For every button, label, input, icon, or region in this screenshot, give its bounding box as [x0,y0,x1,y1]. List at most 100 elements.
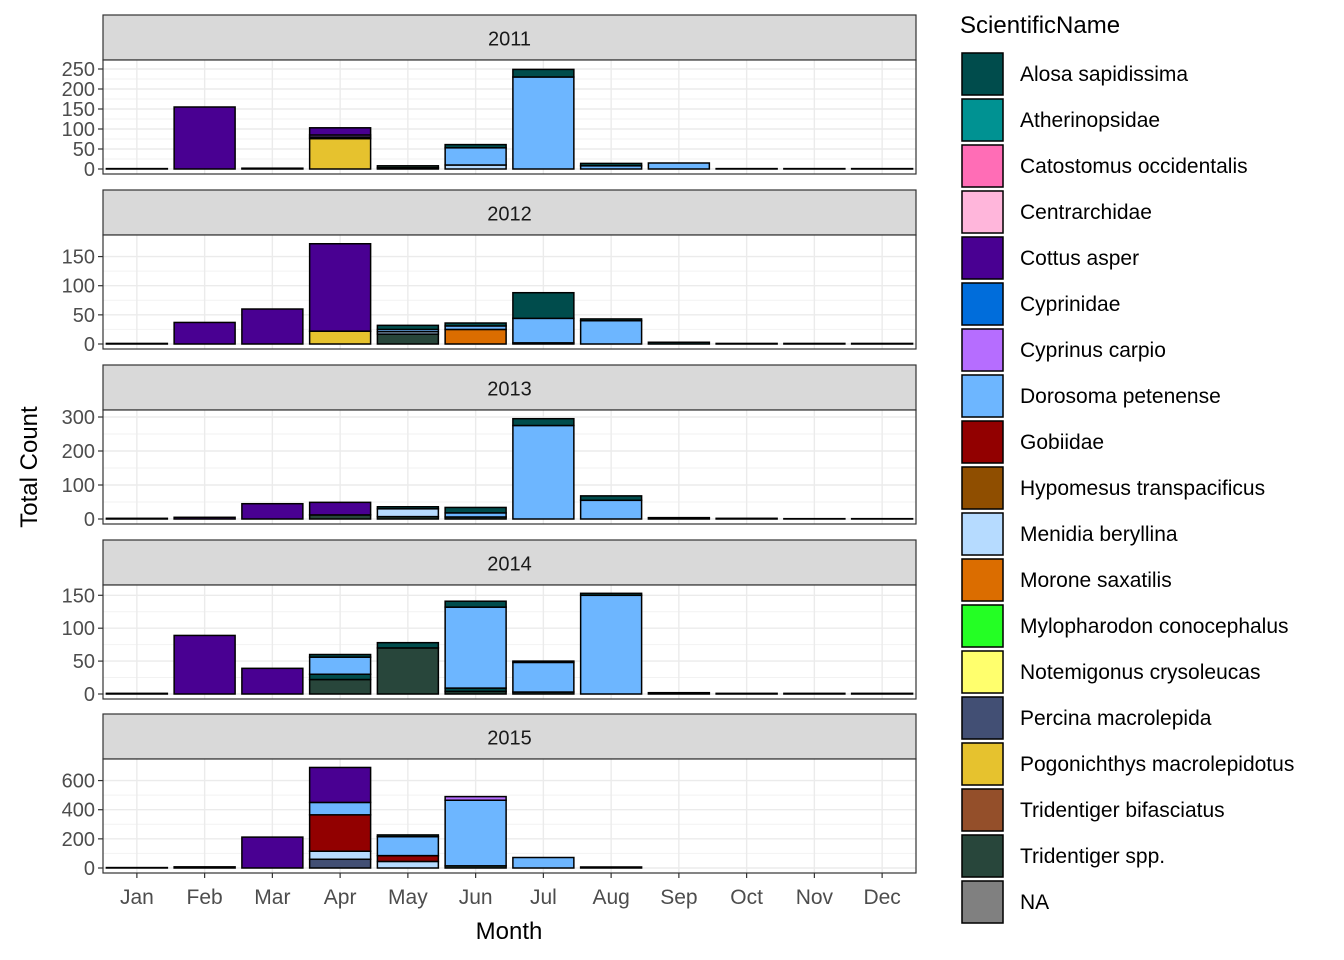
bar-segment [376,333,440,345]
bar-segment [512,660,575,664]
bar-segment [647,341,711,345]
bar-segment [579,162,643,167]
legend-title: ScientificName [960,12,1120,39]
y-tick-label: 150 [62,247,95,269]
bar-segment [173,106,236,170]
legend-key [961,466,1004,510]
bar-segment [850,342,914,345]
bar-segment [512,424,575,520]
bar-segment [647,162,711,170]
legend-key [961,190,1004,234]
legend-label: Notemigonus crysoleucas [1020,661,1260,684]
panel-border [102,59,917,175]
legend-key [961,558,1004,602]
legend-key [961,52,1004,96]
bar-segment [241,308,304,345]
bar-segment [173,321,236,345]
legend-label: Centrarchidae [1020,201,1152,224]
legend-key [961,98,1004,142]
bar-segment [308,127,372,136]
legend-label: Mylopharodon conocephalus [1020,615,1289,638]
bar-segment [376,508,440,518]
x-tick-label: Dec [863,886,900,909]
bar-segment [308,501,372,516]
panel-border [102,409,917,525]
facet-panel-2013: 2013 0 100 200 300 [62,364,917,531]
legend-label: Dorosoma petenense [1020,385,1221,408]
bar-segment [376,854,440,863]
bar-segment [173,866,236,869]
bar-segment [783,692,846,695]
bar-segment [647,516,711,520]
legend-key [961,650,1004,694]
bar-segment [444,322,507,327]
panel-background [103,410,916,524]
bar-segment [105,517,169,520]
bar-segment [308,766,372,804]
bar-segment [105,342,169,345]
y-tick-label: 0 [84,858,95,880]
x-tick-label: May [388,886,428,909]
facet-panel-2014: 2014 0 50 100 150 [62,539,917,706]
bar-segment [444,147,507,166]
y-tick-label: 0 [84,334,95,356]
bar-segment [579,594,643,695]
legend-key [961,512,1004,556]
panel-background [103,759,916,873]
bar-segment [579,495,643,502]
y-tick-label: 0 [84,684,95,706]
bar-segment [850,692,914,695]
x-tick-label: Apr [324,886,357,909]
x-tick-label: Jul [530,886,557,909]
bar-segment [241,167,304,170]
y-tick-label: 100 [62,475,95,497]
legend-key [961,420,1004,464]
bar-segment [512,291,575,320]
x-tick-label: Jan [120,886,154,909]
x-tick-label: Nov [796,886,834,909]
facet-panel-2012: 2012 0 50 100 150 [62,189,917,356]
bar-segment [376,834,440,838]
x-tick-label: Sep [660,886,697,909]
bar-segment [512,317,575,344]
bar-segment [512,856,575,869]
panel-border [102,758,917,874]
legend-label: Cyprinidae [1020,293,1120,316]
facet-strip-label: 2011 [488,29,531,51]
bar-segment [241,502,304,520]
y-tick-label: 50 [73,139,95,161]
legend-key [961,834,1004,878]
legend-key [961,236,1004,280]
bar-segment [376,641,440,649]
x-axis: Jan Feb Mar Apr May Jun Jul Aug Sep Oct Nov Dec [120,873,901,909]
bar-segment [173,634,236,695]
bar-segment [444,795,507,801]
legend-label: Alosa sapidissima [1020,63,1188,86]
y-tick-label: 300 [62,407,95,429]
bar-segment [376,506,440,510]
legend-label: Tridentiger bifasciatus [1020,799,1225,822]
bar-segment [376,324,440,331]
y-tick-label: 50 [73,651,95,673]
y-tick-label: 200 [62,441,95,463]
legend-label: NA [1020,891,1049,914]
facet-panel-2015: 2015 0 200 400 600 [62,713,917,880]
legend-label: Menidia beryllina [1020,523,1178,546]
bar-segment [444,328,507,345]
panel-border [102,584,917,700]
legend-key [961,696,1004,740]
bar-segment [783,342,846,345]
facet-strip-label: 2015 [487,728,532,750]
bar-segment [376,860,440,869]
y-tick-label: 0 [84,159,95,181]
legend-label: Tridentiger spp. [1020,845,1165,868]
bar-segment [444,799,507,867]
bar-segment [512,68,575,78]
legend-key [961,328,1004,372]
bar-segment [512,417,575,427]
bar-segment [308,653,372,658]
facet-strip [102,539,917,586]
legend-label: Percina macrolepida [1020,707,1212,730]
legend-key [961,144,1004,188]
facet-strip [102,189,917,236]
